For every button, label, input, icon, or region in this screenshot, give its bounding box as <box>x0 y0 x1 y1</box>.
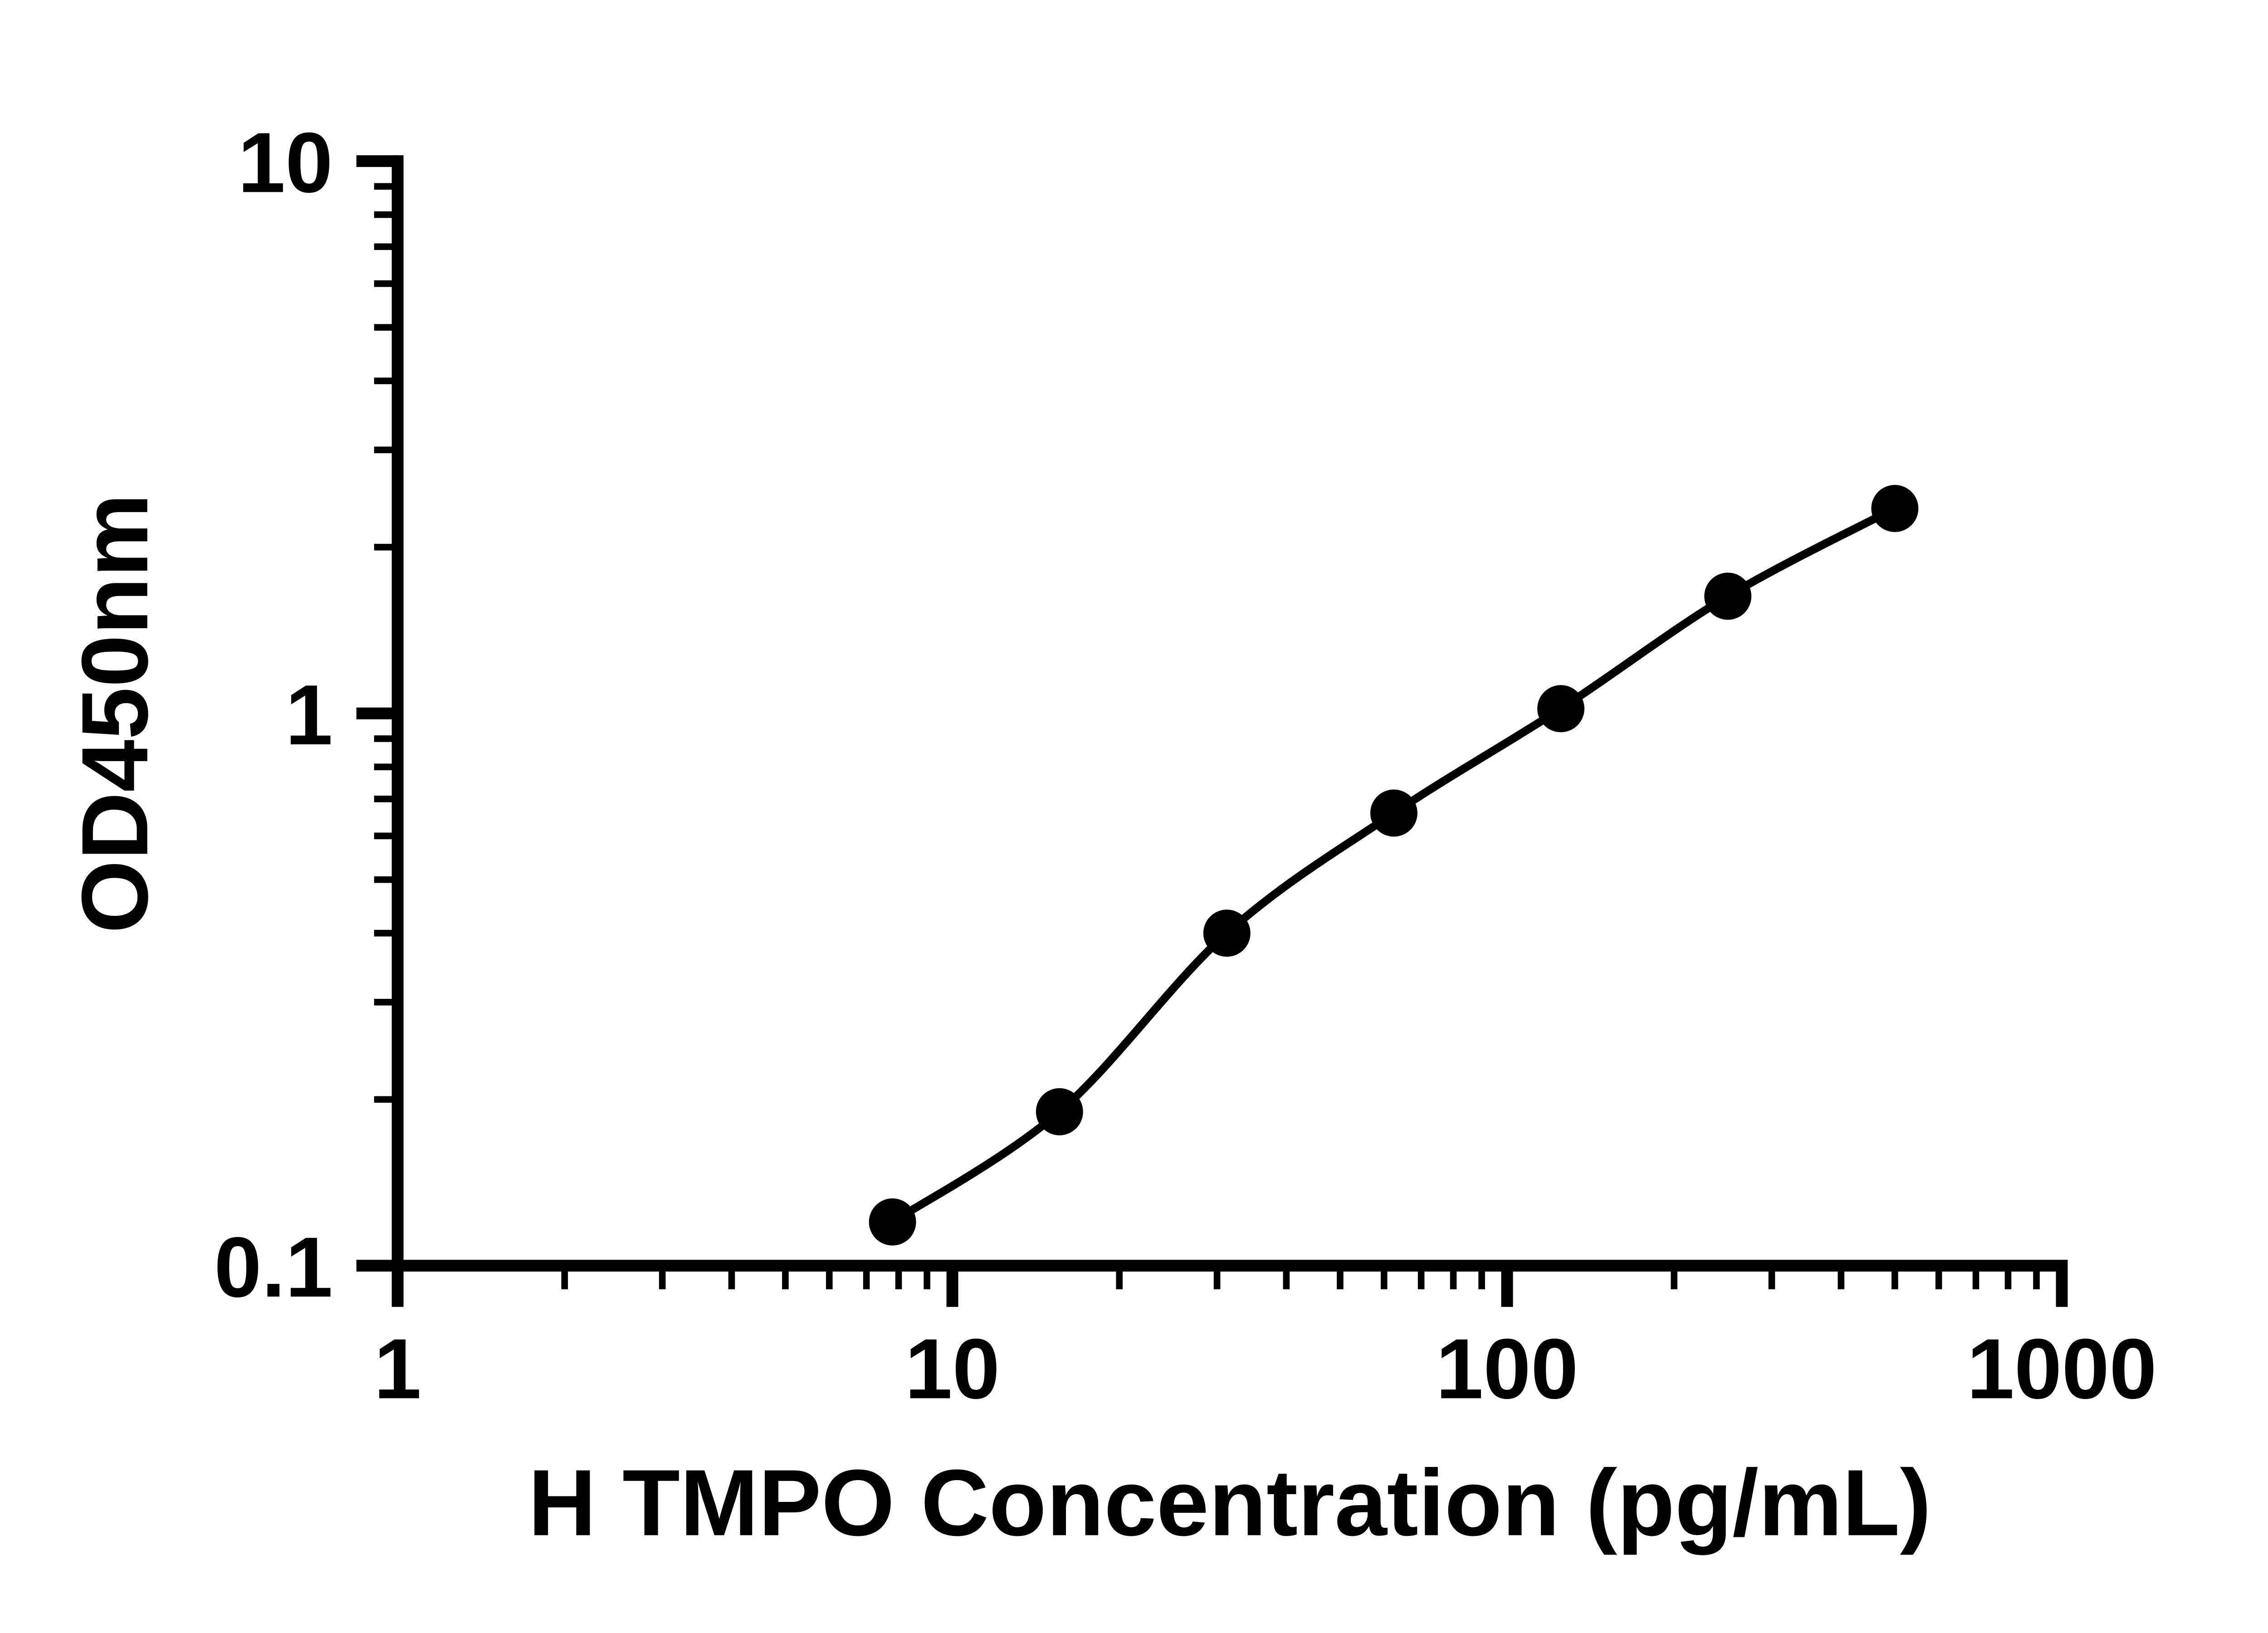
y-tick-label: 0.1 <box>214 1219 333 1315</box>
data-point <box>1537 685 1584 733</box>
plot-layer: 1 10 100 1000 0.1 1 10 <box>214 115 2157 1416</box>
data-point <box>869 1198 916 1246</box>
x-axis-title: H TMPO Concentration (pg/mL) <box>528 1450 1931 1555</box>
data-point <box>1704 572 1752 620</box>
data-point <box>1203 909 1251 957</box>
data-point <box>1036 1088 1083 1135</box>
y-tick-label: 1 <box>285 667 333 763</box>
x-tick-label: 10 <box>905 1321 1000 1416</box>
y-axis-title: OD450nm <box>63 494 168 934</box>
data-point <box>1370 789 1418 837</box>
x-tick-label: 1000 <box>1967 1321 2157 1416</box>
y-tick-label: 10 <box>238 115 332 210</box>
x-tick-label: 100 <box>1436 1321 1578 1416</box>
x-tick-label: 1 <box>374 1321 421 1416</box>
data-point <box>1871 484 1919 532</box>
